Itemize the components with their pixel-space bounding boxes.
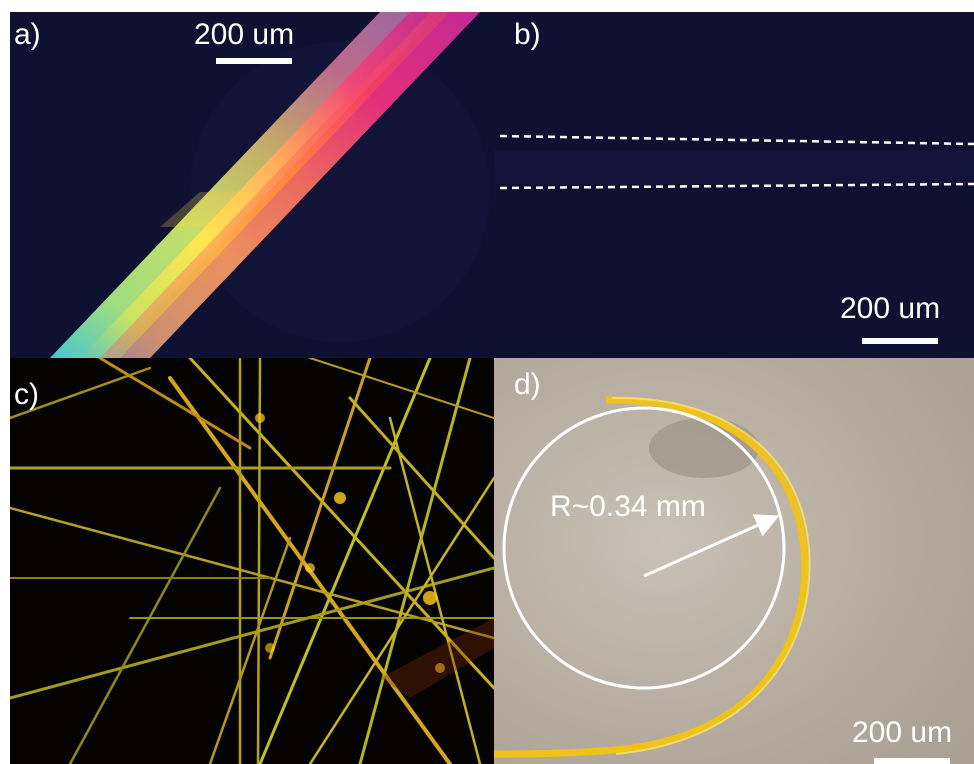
scale-text-d: 200 um [852,716,953,749]
radius-label: R~0.34 mm [550,490,706,523]
scale-text-a: 200 um [194,18,295,51]
crystal-rod [268,358,372,660]
panel-label-c: c) [14,378,39,411]
panel-b-image [494,12,974,358]
crystal-rod [309,358,494,419]
crystal-rod [388,416,482,764]
panel-a: a) 200 um [10,12,494,358]
crystal-rod [10,566,494,700]
crystal-rod [358,358,472,764]
scale-bar-a [216,58,292,64]
crystal-rod [208,536,292,764]
panel-c-image [10,358,494,764]
crystal-rod [308,476,494,764]
scale-bar-b [862,338,938,344]
panel-c: c) [10,358,494,764]
bent-crystal [494,396,809,758]
crystal-rod [98,358,252,450]
crystal-rod [10,506,494,640]
panel-label-b: b) [514,18,541,51]
panel-label-a: a) [14,18,41,51]
radius-circle [502,406,786,690]
radius-arrow [643,514,780,578]
panel-label-d: d) [514,368,541,401]
panel-a-image [10,12,494,358]
scale-text-b: 200 um [840,292,941,325]
scale-bar-d [874,758,950,764]
panel-b: b) 200 um [494,12,974,358]
crystal-rod [258,358,432,764]
crystal-rod [10,366,152,420]
crystal-rod [68,486,222,764]
crystal-rod [256,358,262,764]
panel-d-image [494,358,974,764]
crystal-rod [348,396,494,560]
panel-d: d) R~0.34 mm 200 um [494,358,974,764]
